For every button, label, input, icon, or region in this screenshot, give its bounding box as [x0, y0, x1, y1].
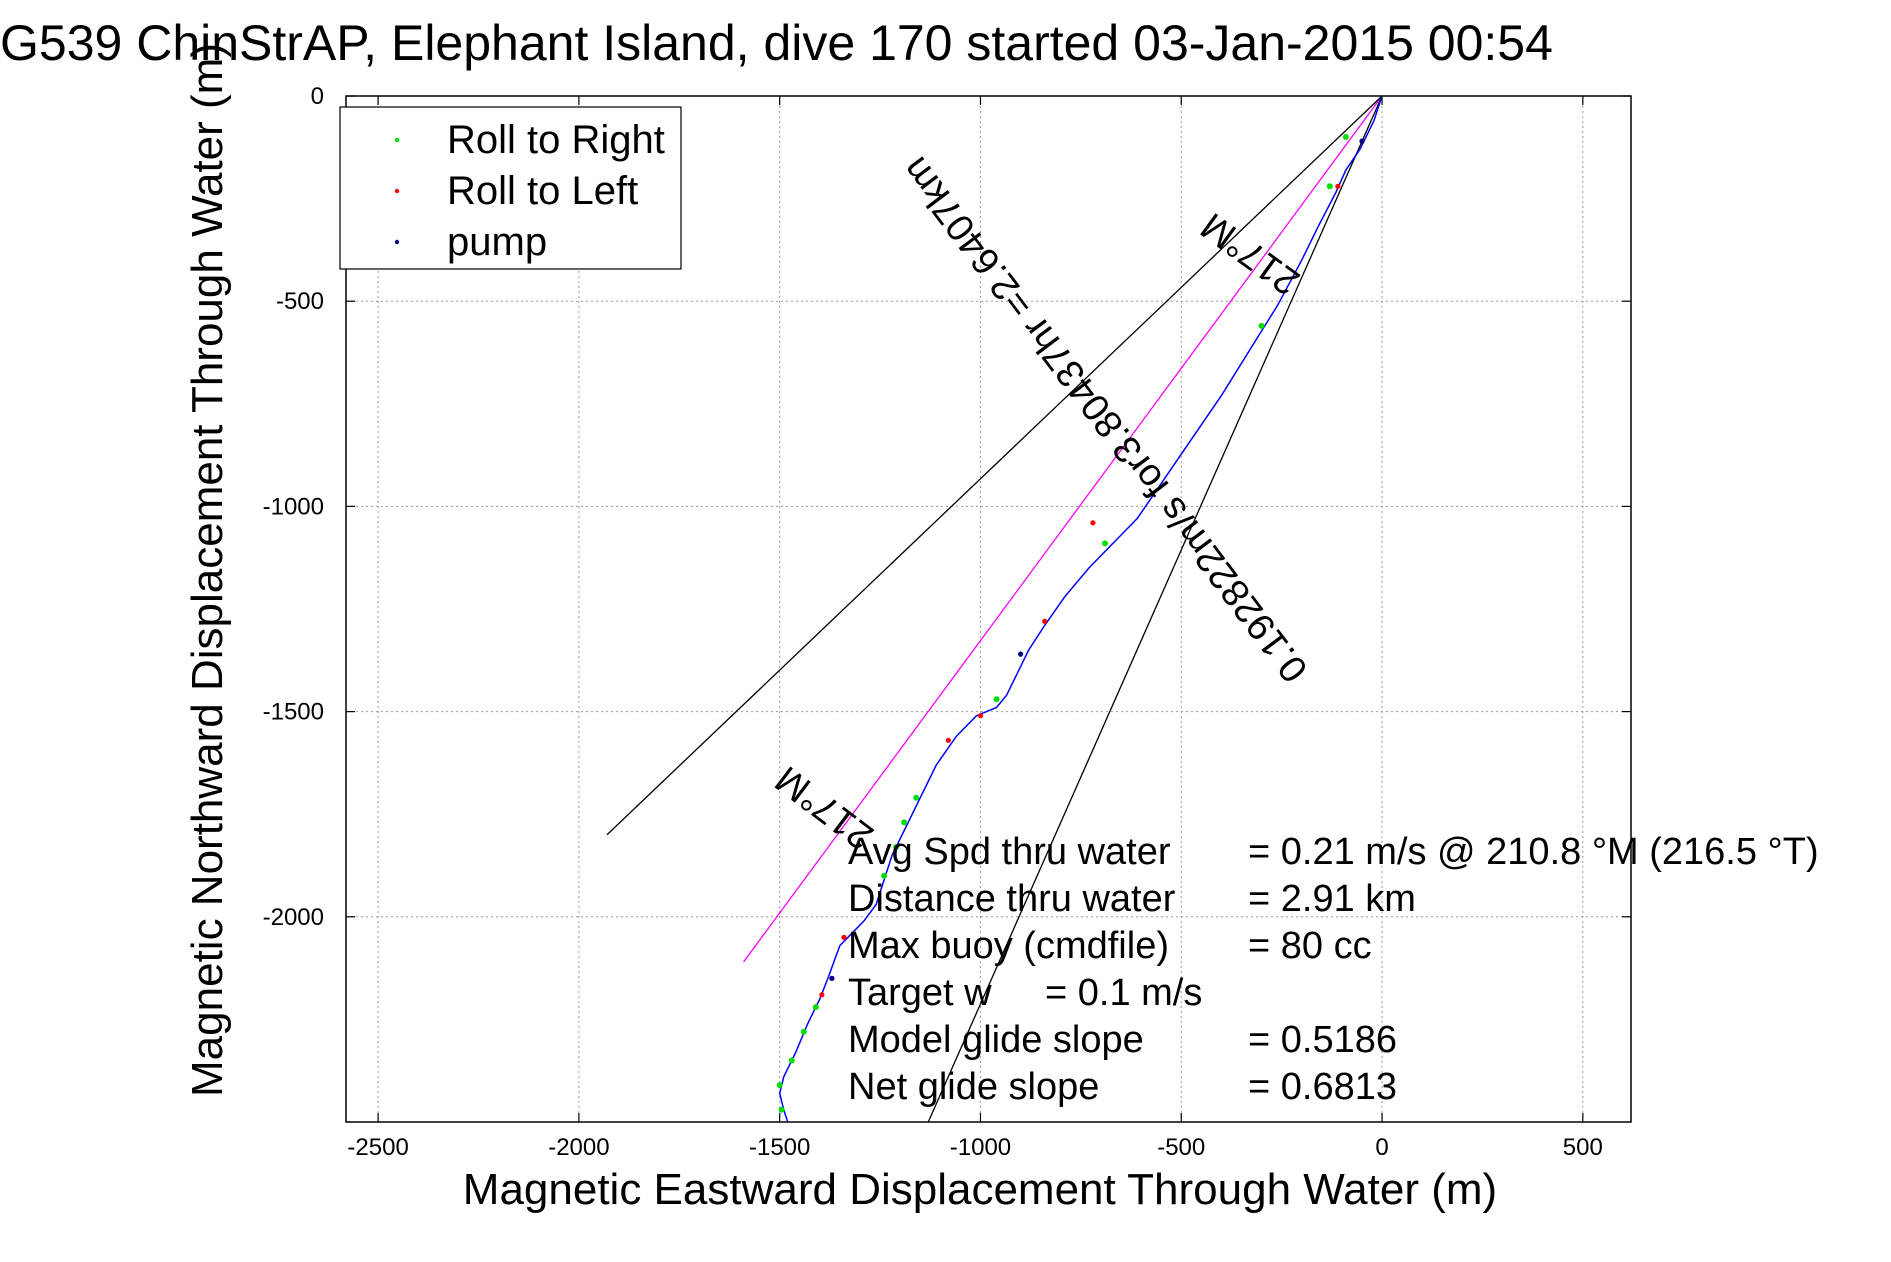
roll-right-point [1258, 322, 1265, 329]
roll-right-point [1326, 183, 1333, 190]
pump-point [1018, 651, 1024, 657]
track-layer [778, 95, 1383, 1123]
stat-value-net-glide: = 0.6813 [1248, 1066, 1397, 1108]
roll-right-point [1101, 540, 1108, 547]
x-tick-label: -1000 [950, 1134, 1011, 1161]
roll-left-point [945, 737, 951, 743]
roll-left-point [1335, 183, 1341, 189]
legend: Roll to Right Roll to Left pump [339, 106, 682, 270]
roll-right-point [901, 819, 908, 826]
roll-left-point [1042, 618, 1048, 624]
pump-point [1359, 138, 1365, 144]
legend-item-roll-left: Roll to Left [394, 169, 638, 213]
roll-right-point [881, 872, 888, 879]
legend-label-pump: pump [447, 220, 547, 264]
y-tick-label: -500 [276, 288, 324, 315]
stat-label-avg-speed: Avg Spd thru water [848, 831, 1171, 873]
legend-marker-roll-left [394, 188, 400, 194]
roll-left-point [977, 713, 984, 719]
x-tick-label: -1500 [749, 1134, 810, 1161]
roll-right-point [1342, 134, 1349, 141]
stat-label-model-glide: Model glide slope [848, 1019, 1144, 1061]
x-tick-label: -2500 [347, 1134, 408, 1161]
legend-marker-pump [394, 239, 400, 245]
reference-line-0 [743, 95, 1383, 963]
stat-value-target-w: = 0.1 m/s [1045, 972, 1202, 1014]
chart-title: G539 ChinStrAP, Elephant Island, dive 17… [0, 15, 1553, 71]
roll-right-point [913, 794, 920, 801]
roll-left-point [1090, 520, 1096, 526]
y-tick-label: -2000 [263, 904, 324, 931]
marker-layer [776, 134, 1365, 1113]
pump-point [829, 975, 835, 981]
reference-line-1 [606, 95, 1383, 836]
x-tick-label: 500 [1563, 1134, 1603, 1161]
y-tick-label: -1000 [263, 493, 324, 520]
reference-line-2 [927, 95, 1383, 1123]
y-tick-label: -1500 [263, 699, 324, 726]
y-tick-label: 0 [311, 83, 324, 110]
roll-right-point [778, 1106, 785, 1113]
y-axis-label: Magnetic Northward Displacement Through … [183, 43, 232, 1097]
stat-value-max-buoy: = 80 cc [1248, 925, 1372, 967]
legend-label-roll-right: Roll to Right [447, 118, 665, 162]
roll-right-point [893, 844, 900, 851]
reference-lines [606, 95, 1383, 1123]
x-tick-label: 0 [1375, 1134, 1388, 1161]
legend-label-roll-left: Roll to Left [447, 169, 638, 213]
roll-right-point [776, 1082, 783, 1089]
stat-value-avg-speed: = 0.21 m/s @ 210.8 °M (216.5 °T) [1248, 831, 1819, 873]
x-axis-label: Magnetic Eastward Displacement Through W… [463, 1165, 1497, 1214]
legend-item-pump: pump [394, 220, 547, 264]
roll-left-point [841, 934, 847, 940]
x-tick-label: -500 [1157, 1134, 1205, 1161]
legend-marker-roll-right [394, 137, 400, 143]
roll-right-point [812, 1004, 819, 1011]
stat-value-model-glide: = 0.5186 [1248, 1019, 1397, 1061]
stat-value-distance: = 2.91 km [1248, 878, 1416, 920]
plot-frame [345, 95, 1632, 1123]
stat-label-max-buoy: Max buoy (cmdfile) [848, 925, 1169, 967]
stat-label-net-glide: Net glide slope [848, 1066, 1099, 1108]
roll-right-point [788, 1057, 795, 1064]
x-tick-label: -2000 [548, 1134, 609, 1161]
glider-track-line [778, 95, 1383, 1123]
roll-left-point [819, 992, 825, 998]
axis-ticks: -2500 -2000 -1500 -1000 -500 0 500 0 -500 -1000 -1… [263, 83, 1631, 1161]
roll-right-point [800, 1028, 807, 1035]
legend-item-roll-right: Roll to Right [394, 118, 665, 162]
stat-label-target-w: Target w [848, 972, 992, 1014]
stats-block: Avg Spd thru water = 0.21 m/s @ 210.8 °M… [848, 831, 1819, 1108]
roll-right-point [993, 696, 1000, 703]
stat-label-distance: Distance thru water [848, 878, 1176, 920]
